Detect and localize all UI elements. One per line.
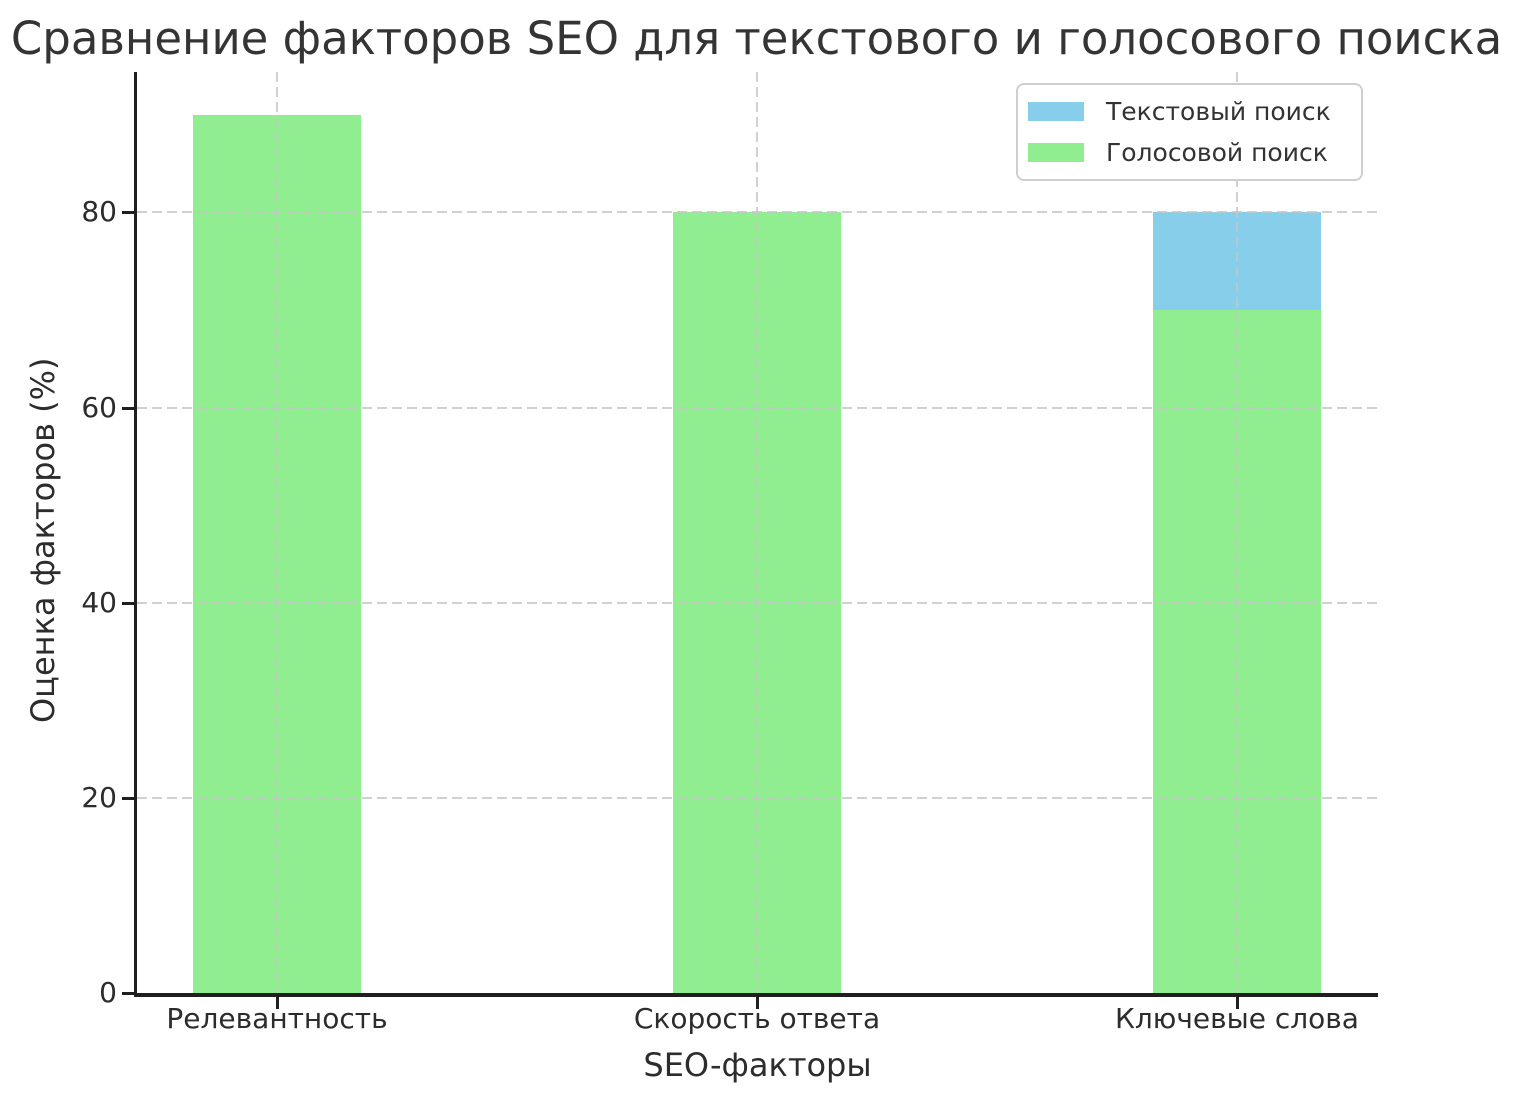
y-tick-40 (122, 601, 134, 605)
y-tick-20 (122, 796, 134, 800)
x-tick-label-0: Релевантность (166, 1002, 388, 1035)
legend-item-text-search: Текстовый поиск (1028, 95, 1347, 128)
gridline-v-1 (756, 72, 758, 993)
y-tick-label-80: 80 (81, 195, 117, 229)
x-tick-0 (276, 997, 279, 1009)
y-tick-0 (122, 992, 134, 995)
legend-label-text-search: Текстовый поиск (1106, 97, 1331, 126)
gridline-v-2 (1236, 72, 1238, 993)
x-tick-2 (1236, 997, 1239, 1009)
y-tick-label-0: 0 (99, 976, 117, 1009)
x-tick-label-2: Ключевые слова (1115, 1002, 1359, 1035)
x-axis-label: SEO-факторы (643, 1046, 872, 1084)
y-tick-60 (122, 406, 134, 410)
text-search-swatch (1028, 102, 1084, 121)
y-tick-label-20: 20 (81, 780, 117, 814)
y-axis-spine (134, 72, 137, 997)
x-tick-label-1: Скорость ответа (633, 1002, 881, 1035)
x-tick-1 (756, 997, 759, 1009)
y-tick-label-40: 40 (81, 585, 117, 619)
chart-title: Сравнение факторов SEO для текстового и … (10, 12, 1503, 65)
y-tick-80 (122, 211, 134, 215)
x-axis-spine (134, 993, 1378, 997)
y-tick-label-60: 60 (81, 390, 117, 424)
legend-label-voice-search: Голосовой поиск (1106, 138, 1328, 167)
voice-search-swatch (1028, 143, 1084, 162)
gridline-v-0 (276, 72, 278, 993)
legend: Текстовый поиск Голосовой поиск (1016, 83, 1363, 181)
legend-item-voice-search: Голосовой поиск (1028, 136, 1347, 169)
